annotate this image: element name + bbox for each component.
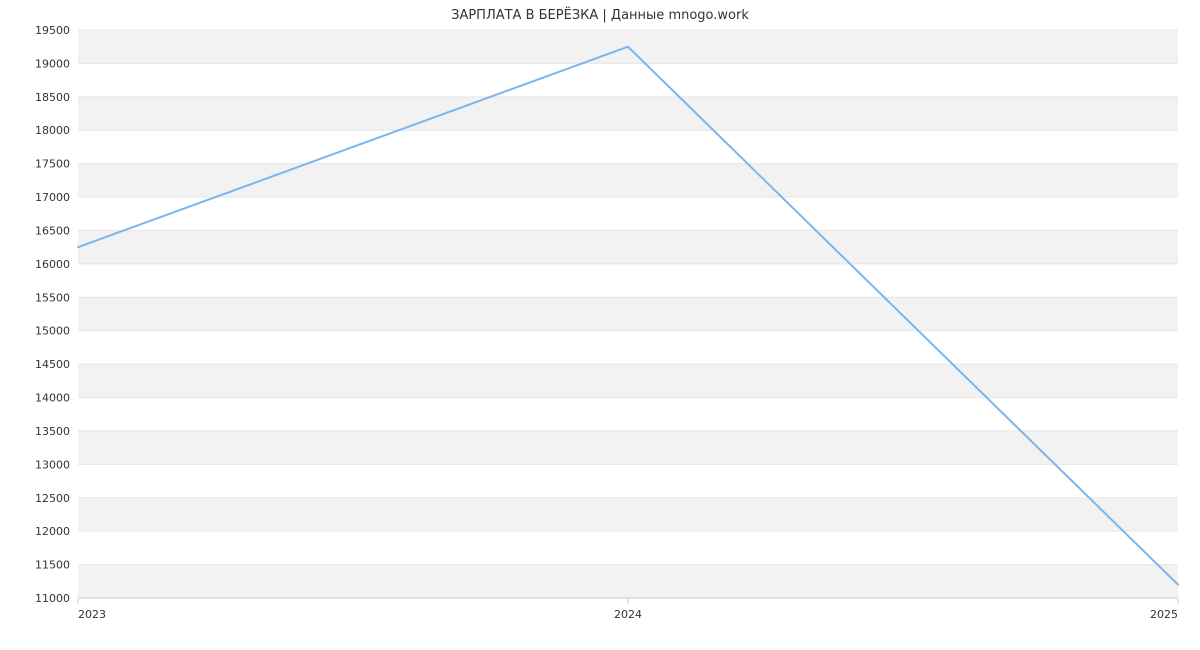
- y-tick-label: 11000: [35, 592, 70, 605]
- plot-band: [78, 531, 1178, 564]
- chart-svg: 11000 11500 12000 12500 13000 13500 14000 14500…: [0, 0, 1200, 650]
- plot-band: [78, 197, 1178, 230]
- plot-band: [78, 498, 1178, 531]
- plot-band: [78, 164, 1178, 197]
- plot-band: [78, 230, 1178, 263]
- plot-band: [78, 264, 1178, 297]
- y-tick-label: 18000: [35, 124, 70, 137]
- x-tick-label: 2024: [614, 608, 642, 621]
- y-tick-label: 15000: [35, 325, 70, 338]
- plot-band: [78, 565, 1178, 598]
- plot-band: [78, 398, 1178, 431]
- y-tick-label: 16500: [35, 224, 70, 237]
- plot-band: [78, 130, 1178, 163]
- y-tick-label: 14000: [35, 392, 70, 405]
- chart-title: ЗАРПЛАТА В БЕРЁЗКА | Данные mnogo.work: [0, 8, 1200, 23]
- y-tick-label: 12000: [35, 525, 70, 538]
- y-tick-label: 19000: [35, 57, 70, 70]
- plot-band: [78, 364, 1178, 397]
- plot-band: [78, 63, 1178, 96]
- y-tick-label: 17000: [35, 191, 70, 204]
- plot-band: [78, 331, 1178, 364]
- x-tick-label: 2025: [1150, 608, 1178, 621]
- y-tick-label: 19500: [35, 24, 70, 37]
- plot-band: [78, 97, 1178, 130]
- plot-band: [78, 464, 1178, 497]
- y-tick-label: 12500: [35, 492, 70, 505]
- x-tick-label: 2023: [78, 608, 106, 621]
- y-tick-label: 13500: [35, 425, 70, 438]
- plot-band: [78, 431, 1178, 464]
- y-tick-label: 14500: [35, 358, 70, 371]
- y-tick-label: 11500: [35, 559, 70, 572]
- y-tick-label: 13000: [35, 458, 70, 471]
- y-tick-label: 18500: [35, 91, 70, 104]
- plot-band: [78, 297, 1178, 330]
- y-tick-label: 16000: [35, 258, 70, 271]
- y-tick-label: 17500: [35, 158, 70, 171]
- salary-line-chart: ЗАРПЛАТА В БЕРЁЗКА | Данные mnogo.work 1…: [0, 0, 1200, 650]
- y-tick-label: 15500: [35, 291, 70, 304]
